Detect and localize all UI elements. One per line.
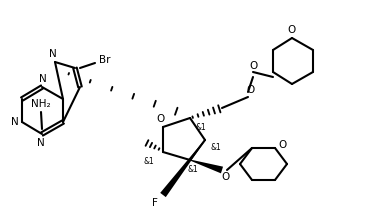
Text: O: O [247,85,255,95]
Text: Br: Br [99,55,111,65]
Polygon shape [190,160,223,173]
Text: N: N [37,138,45,148]
Text: O: O [288,25,296,35]
Text: O: O [250,61,258,71]
Text: &1: &1 [187,165,198,174]
Text: O: O [222,172,230,182]
Text: O: O [279,140,287,150]
Text: N: N [49,49,57,59]
Polygon shape [160,140,205,197]
Text: N: N [11,117,19,127]
Text: O: O [157,114,165,124]
Text: N: N [39,74,47,84]
Text: &1: &1 [210,143,221,151]
Text: NH₂: NH₂ [31,99,51,109]
Text: &1: &1 [144,157,154,166]
Text: F: F [152,198,158,208]
Text: &1: &1 [196,123,207,131]
